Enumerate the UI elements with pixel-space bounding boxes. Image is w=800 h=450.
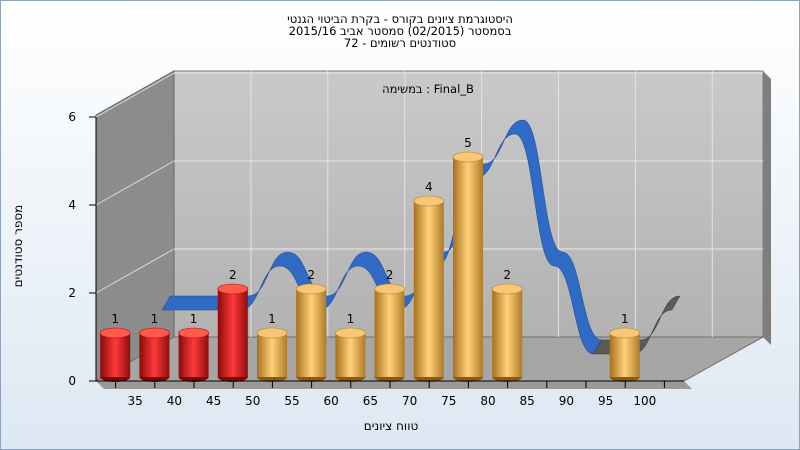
bar-60: 2 [295, 268, 327, 382]
x-tick-label: 60 [324, 394, 339, 408]
bar-cap [452, 151, 484, 163]
bar-75: 4 [413, 180, 445, 382]
bar-50: 2 [217, 268, 249, 382]
bar-body [100, 333, 131, 377]
chart-title: היסטוגרמת ציונים בקורס - בקרת הביטוי הגנ… [1, 13, 799, 49]
bar-value-label: 2 [229, 268, 237, 282]
x-tick-label: 95 [598, 394, 613, 408]
x-axis-label: טווח ציונים [363, 419, 419, 433]
bar-65: 1 [335, 312, 366, 382]
bar-cap [217, 283, 249, 295]
bar-body [413, 201, 444, 377]
bar-value-label: 1 [621, 312, 629, 326]
x-tick-label: 40 [167, 394, 182, 408]
x-tick-label: 50 [245, 394, 260, 408]
bar-body [609, 333, 640, 377]
x-tick-label: 55 [284, 394, 299, 408]
bar-cap [491, 283, 523, 295]
gridline-side [95, 248, 175, 294]
bar-body [178, 333, 209, 377]
x-tick-label: 75 [441, 394, 456, 408]
bar-40: 1 [139, 312, 170, 382]
bar-value-label: 1 [347, 312, 355, 326]
bar-value-label: 1 [190, 312, 198, 326]
x-tick-label: 70 [402, 394, 417, 408]
bar-cap [609, 327, 641, 339]
bar-value-label: 1 [111, 312, 119, 326]
y-axis-label: מספר סטודנטים [11, 204, 25, 288]
bar-body [492, 289, 523, 377]
bar-body [139, 333, 170, 377]
title-line-3: סטודנטים רשומים - 72 [343, 36, 457, 50]
x-tick-label: 90 [559, 394, 574, 408]
bar-cap [178, 327, 209, 339]
bar-cap [335, 327, 366, 339]
bar-45: 1 [178, 312, 209, 382]
bar-value-label: 4 [425, 180, 433, 194]
bar-value-label: 2 [307, 268, 315, 282]
bar-70: 2 [374, 268, 405, 382]
bar-value-label: 2 [386, 268, 394, 282]
bar-value-label: 1 [268, 312, 276, 326]
y-tick-label: 4 [68, 198, 76, 212]
x-tick-label: 100 [633, 394, 656, 408]
bar-body [335, 333, 366, 377]
bar-55: 1 [256, 312, 288, 382]
bar-cap [413, 195, 445, 207]
x-tick-label: 35 [128, 394, 143, 408]
gridline-side [95, 160, 175, 206]
bar-body [217, 289, 248, 377]
bar-value-label: 2 [503, 268, 511, 282]
bar-cap [256, 327, 288, 339]
bar-35: 1 [99, 312, 131, 382]
title-line-2: בסמסטר (02/2015) סמסטר אביב 2015/16 [288, 24, 512, 38]
bar-cap [295, 283, 327, 295]
chart-annotation: במשימה : Final_B [382, 82, 474, 96]
x-tick-label: 80 [480, 394, 495, 408]
x-tick-label: 65 [363, 394, 378, 408]
x-tick-label: 45 [206, 394, 221, 408]
bar-body [257, 333, 287, 377]
bar-80: 5 [452, 136, 484, 382]
bar-100: 1 [609, 312, 641, 382]
bar-cap [139, 327, 170, 339]
bar-body [374, 289, 405, 377]
y-tick-label: 0 [68, 374, 76, 388]
right-wall-edge [763, 71, 771, 345]
y-tick-label: 6 [68, 110, 76, 124]
gridline-side [95, 72, 175, 118]
floor-front-edge [96, 381, 692, 389]
bar-body [453, 157, 483, 377]
title-line-1: היסטוגרמת ציונים בקורס - בקרת הביטוי הגנ… [287, 12, 513, 26]
bar-85: 2 [491, 268, 523, 382]
bar-cap [99, 327, 131, 339]
bar-value-label: 5 [464, 136, 472, 150]
bar-value-label: 1 [151, 312, 159, 326]
y-tick-label: 2 [68, 286, 76, 300]
bar-body [296, 289, 327, 377]
x-tick-label: 85 [520, 394, 535, 408]
bar-cap [374, 283, 405, 295]
